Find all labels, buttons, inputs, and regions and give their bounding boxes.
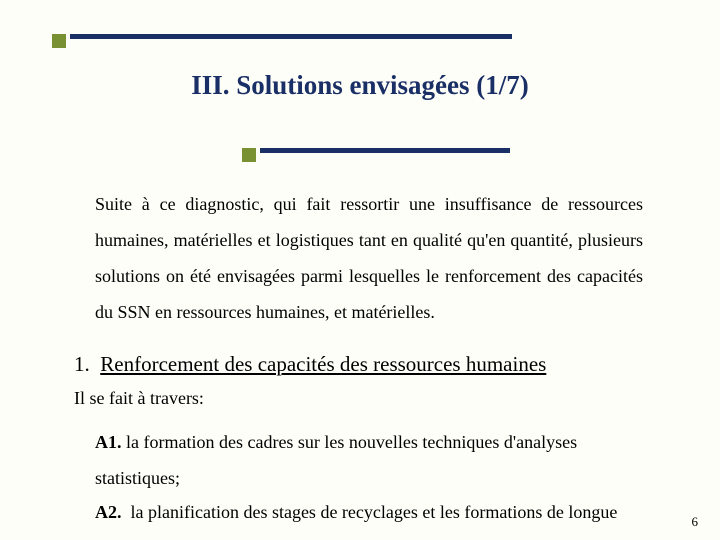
item-a2-text: la planification des stages de recyclage…: [131, 502, 618, 522]
heading-number: 1.: [74, 352, 90, 377]
heading-text: Renforcement des capacités des ressource…: [100, 352, 546, 376]
item-a1-text: la formation des cadres sur les nouvelle…: [95, 432, 577, 488]
item-a2-label: A2.: [95, 502, 122, 522]
intro-paragraph: Suite à ce diagnostic, qui fait ressorti…: [95, 186, 643, 330]
accent-square-top: [52, 34, 66, 48]
subheading-line: Il se fait à travers:: [74, 388, 204, 409]
horizontal-rule-mid: [260, 148, 510, 153]
title-text: Solutions envisagées (1/7): [236, 70, 529, 100]
accent-square-mid: [242, 148, 256, 162]
page-number: 6: [692, 514, 699, 530]
section-heading-1: 1. Renforcement des capacités des ressou…: [74, 352, 546, 377]
title-roman: III.: [191, 70, 229, 100]
item-a1: A1. la formation des cadres sur les nouv…: [95, 424, 643, 496]
item-a2: A2. la planification des stages de recyc…: [95, 494, 655, 530]
item-a1-label: A1.: [95, 432, 122, 452]
horizontal-rule-top: [70, 34, 512, 39]
slide-title: III. Solutions envisagées (1/7): [0, 70, 720, 101]
